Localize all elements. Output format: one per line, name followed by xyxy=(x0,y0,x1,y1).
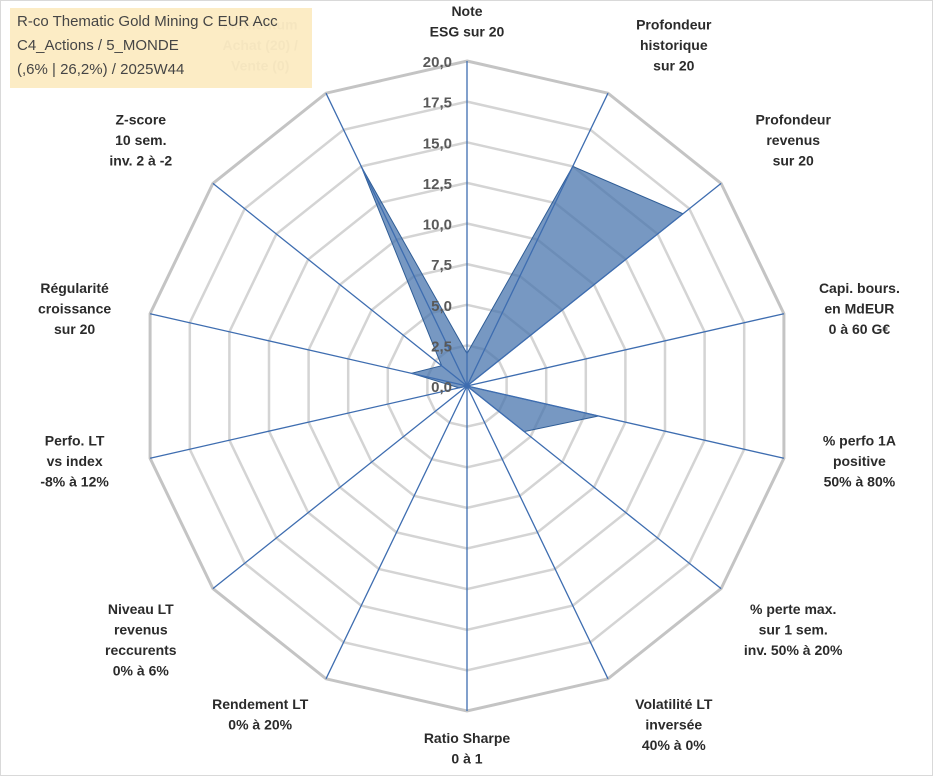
axis-label-line: 50% à 80% xyxy=(824,474,896,490)
axis-label: Volatilité LT inversée 40% à 0% xyxy=(635,696,713,753)
tick-label: 0,0 xyxy=(431,379,452,396)
axis-label: % perte max. sur 1 sem. inv. 50% à 20% xyxy=(744,601,843,658)
axis-label: Régularité croissance sur 20 xyxy=(38,280,111,337)
axis-label-line: inv. 2 à -2 xyxy=(109,153,172,169)
tick-label: 2,5 xyxy=(431,338,452,355)
axis-label-line: Perfo. LT xyxy=(45,433,105,449)
tick-label: 15,0 xyxy=(423,135,452,152)
axis-spoke xyxy=(325,385,468,680)
axis-label: Z-score 10 sem. inv. 2 à -2 xyxy=(109,112,172,169)
axis-label-line: Ratio Sharpe xyxy=(424,730,511,746)
axis-label: Capi. bours. en MdEUR 0 à 60 G€ xyxy=(819,280,900,337)
axis-label-line: revenus xyxy=(114,621,168,637)
axis-spoke xyxy=(149,385,468,459)
axis-label: Niveau LT revenus reccurents 0% à 6% xyxy=(105,601,177,679)
axis-label: Rendement LT 0% à 20% xyxy=(212,696,309,733)
axis-label-line: Régularité xyxy=(40,280,109,296)
axis-label-line: Capi. bours. xyxy=(819,280,900,296)
axis-label-line: inversée xyxy=(645,717,702,733)
axis-label-line: Niveau LT xyxy=(108,601,174,617)
axis-label-line: sur 1 sem. xyxy=(759,621,828,637)
fund-period: (,6% | 26,2%) / 2025W44 xyxy=(17,61,185,78)
axis-label-line: Note xyxy=(451,3,482,19)
fund-category: C4_Actions / 5_MONDE xyxy=(17,37,179,54)
axis-label-line: croissance xyxy=(38,300,111,316)
data-area xyxy=(360,165,684,433)
axis-label-line: reccurents xyxy=(105,642,177,658)
axis-label-line: 0 à 60 G€ xyxy=(829,321,891,337)
axis-spoke xyxy=(466,385,722,590)
axis-spoke xyxy=(466,92,609,387)
axis-label-line: en MdEUR xyxy=(824,300,894,316)
axis-label-line: sur 20 xyxy=(773,153,814,169)
axis-label-line: vs index xyxy=(47,453,103,469)
axis-label: Ratio Sharpe 0 à 1 xyxy=(424,730,511,767)
axis-label-line: 0% à 20% xyxy=(228,717,292,733)
axis-spoke xyxy=(466,313,785,387)
axis-label-line: revenus xyxy=(766,132,820,148)
axis-spoke xyxy=(149,313,468,387)
tick-label: 5,0 xyxy=(431,298,452,315)
axis-label: Profondeur revenus sur 20 xyxy=(755,112,831,169)
axis-label-line: positive xyxy=(833,453,886,469)
axis-spoke xyxy=(212,385,468,590)
axis-label: Perfo. LT vs index -8% à 12% xyxy=(40,433,109,490)
axis-label-line: Rendement LT xyxy=(212,696,309,712)
tick-label: 7,5 xyxy=(431,257,452,274)
axis-spoke xyxy=(466,182,722,387)
axis-label-line: % perfo 1A xyxy=(823,433,896,449)
axis-label-line: 40% à 0% xyxy=(642,737,706,753)
axis-spoke xyxy=(325,92,468,387)
tick-label: 10,0 xyxy=(423,217,452,234)
axis-label-line: -8% à 12% xyxy=(40,474,109,490)
axis-label-line: sur 20 xyxy=(54,321,95,337)
axis-label-line: historique xyxy=(640,37,708,53)
axis-label-line: % perte max. xyxy=(750,601,836,617)
axis-label-line: inv. 50% à 20% xyxy=(744,642,843,658)
axis-label-line: 0% à 6% xyxy=(113,662,170,678)
axis-label: Note ESG sur 20 xyxy=(430,3,505,40)
axis-label: % perfo 1A positive 50% à 80% xyxy=(823,433,896,490)
axis-label-line: 0 à 1 xyxy=(451,751,482,767)
axis-label-line: sur 20 xyxy=(653,58,694,74)
tick-label: 17,5 xyxy=(423,95,452,112)
axis-label-line: ESG sur 20 xyxy=(430,24,505,40)
tick-label: 20,0 xyxy=(423,54,452,71)
axis-spoke xyxy=(466,385,609,680)
tick-label: 12,5 xyxy=(423,176,452,193)
fund-name: R-co Thematic Gold Mining C EUR Acc xyxy=(17,13,278,30)
axis-label-line: Volatilité LT xyxy=(635,696,713,712)
axis-label-line: 10 sem. xyxy=(115,132,166,148)
axis-label-line: Z-score xyxy=(116,112,167,128)
fund-title-box: R-co Thematic Gold Mining C EUR Acc C4_A… xyxy=(10,8,312,88)
axis-spoke xyxy=(466,385,785,459)
axis-spoke xyxy=(212,182,468,387)
axis-label-line: Profondeur xyxy=(755,112,831,128)
axis-label: Profondeur historique sur 20 xyxy=(636,17,712,74)
axis-label-line: Profondeur xyxy=(636,17,712,33)
